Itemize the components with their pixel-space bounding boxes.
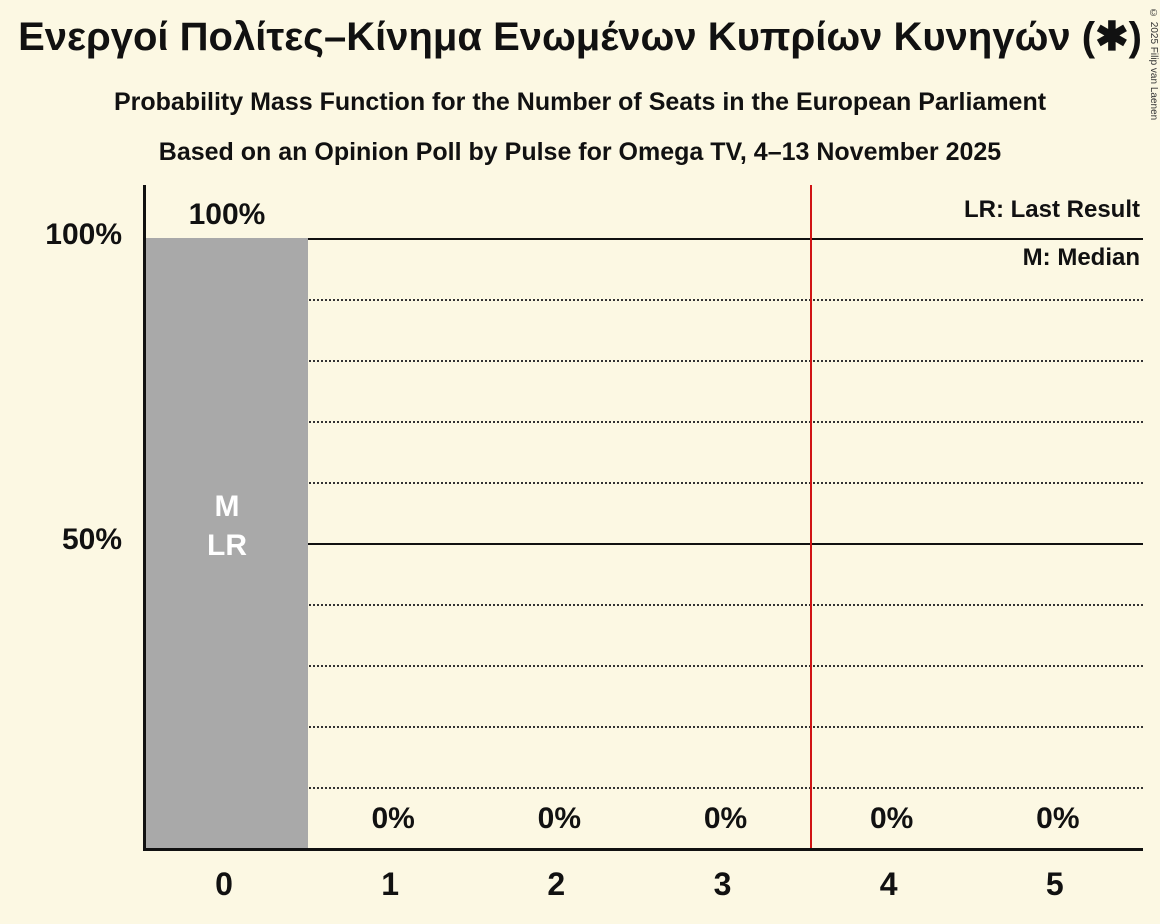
red-threshold-line (809, 185, 812, 848)
bar-value-label-4: 0% (869, 802, 914, 835)
x-axis-label-5: 5 (1045, 866, 1064, 902)
bar-annotation-line: M (214, 490, 240, 523)
copyright-notice: © 2025 Filip van Laenen (1148, 8, 1159, 121)
legend-last-result: LR: Last Result (963, 196, 1140, 223)
gridline-major-50 (146, 543, 1143, 545)
gridline-70 (146, 421, 1143, 423)
gridline-60 (146, 482, 1143, 484)
legend: LR: Last Result M: Median (964, 186, 1140, 282)
gridline-20 (146, 726, 1143, 728)
x-axis-label-2: 2 (547, 866, 566, 902)
gridline-major-100 (146, 238, 1143, 240)
chart-source-line: Based on an Opinion Poll by Pulse for Om… (158, 138, 1002, 166)
bar-annotation-line: LR (207, 529, 247, 562)
bar-value-label-3: 0% (703, 802, 748, 835)
chart-subtitle: Probability Mass Function for the Number… (113, 88, 1047, 116)
legend-median: M: Median (1022, 244, 1140, 271)
bar-value-label-2: 0% (537, 802, 581, 835)
bar-value-label-5: 0% (1036, 802, 1080, 835)
bar-annotation-0: M LR (146, 487, 308, 565)
chart-title: Ενεργοί Πολίτες–Κίνημα Ενωμένων Κυπρίων … (18, 15, 1142, 59)
gridline-90 (146, 299, 1143, 301)
gridline-80 (146, 360, 1143, 362)
x-axis-label-1: 1 (381, 866, 400, 902)
x-axis-label-3: 3 (713, 866, 732, 902)
bar-value-label-0: 100% (188, 198, 266, 231)
x-axis-label-0: 0 (215, 866, 233, 902)
y-axis-label-50: 50% (61, 523, 122, 556)
gridline-10 (146, 787, 1143, 789)
bar-seats-0 (146, 238, 308, 848)
x-axis-label-4: 4 (879, 866, 898, 902)
gridline-40 (146, 604, 1143, 606)
y-axis-label-100: 100% (45, 218, 122, 251)
gridline-30 (146, 665, 1143, 667)
plot-area: 100% 0% 0% 0% 0% 0% M LR (143, 185, 1143, 851)
bar-value-label-1: 0% (371, 802, 415, 835)
